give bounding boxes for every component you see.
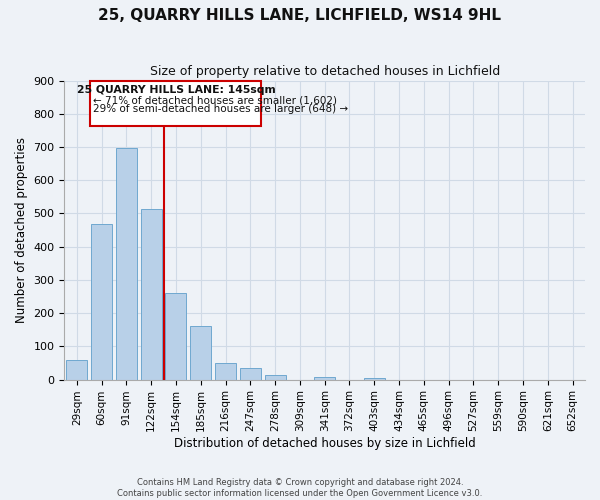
X-axis label: Distribution of detached houses by size in Lichfield: Distribution of detached houses by size …	[174, 437, 476, 450]
FancyBboxPatch shape	[91, 80, 262, 126]
Bar	[140, 209, 162, 380]
Title: Size of property relative to detached houses in Lichfield: Size of property relative to detached ho…	[149, 65, 500, 78]
Bar	[314, 377, 335, 380]
Bar	[66, 360, 88, 380]
Text: Contains HM Land Registry data © Crown copyright and database right 2024.
Contai: Contains HM Land Registry data © Crown c…	[118, 478, 482, 498]
Bar	[116, 148, 137, 380]
Y-axis label: Number of detached properties: Number of detached properties	[15, 137, 28, 323]
Text: 25, QUARRY HILLS LANE, LICHFIELD, WS14 9HL: 25, QUARRY HILLS LANE, LICHFIELD, WS14 9…	[98, 8, 502, 22]
Bar	[190, 326, 211, 380]
Bar	[215, 364, 236, 380]
Text: 29% of semi-detached houses are larger (648) →: 29% of semi-detached houses are larger (…	[93, 104, 348, 114]
Text: ← 71% of detached houses are smaller (1,602): ← 71% of detached houses are smaller (1,…	[93, 95, 337, 105]
Bar	[265, 375, 286, 380]
Bar	[364, 378, 385, 380]
Bar	[166, 292, 187, 380]
Bar	[91, 224, 112, 380]
Text: 25 QUARRY HILLS LANE: 145sqm: 25 QUARRY HILLS LANE: 145sqm	[77, 85, 275, 95]
Bar	[240, 368, 261, 380]
